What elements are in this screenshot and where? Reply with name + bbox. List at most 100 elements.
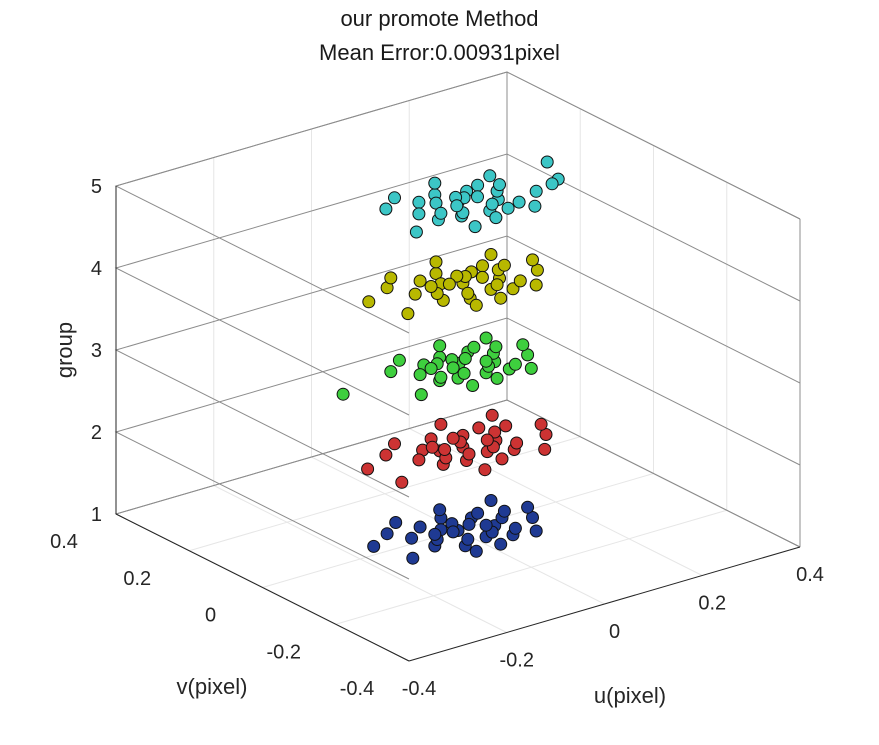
data-point (488, 425, 502, 439)
z-tick-label: 5 (91, 176, 102, 198)
chart-title-line1: our promote Method (340, 6, 539, 31)
v-tick-label: -0.4 (340, 678, 374, 700)
data-point (379, 202, 393, 216)
data-point (362, 295, 376, 309)
data-point (490, 371, 504, 385)
data-point (483, 169, 497, 183)
data-point (469, 544, 483, 558)
data-point (412, 207, 426, 221)
data-point (497, 258, 511, 272)
data-point (485, 197, 499, 211)
series-group-1 (367, 494, 543, 565)
data-point (475, 270, 489, 284)
v-tick-label: 0.4 (50, 531, 78, 553)
data-point (512, 195, 526, 209)
v-axis-line (115, 513, 410, 662)
box-edge (115, 71, 508, 187)
data-point (521, 500, 535, 514)
data-point (510, 436, 524, 450)
data-points (336, 155, 565, 565)
data-point (434, 417, 448, 431)
data-point (388, 437, 401, 451)
box-edge (506, 71, 801, 220)
series-group-5 (379, 155, 565, 239)
data-point (446, 525, 460, 539)
data-point (489, 340, 503, 354)
data-point (462, 517, 476, 531)
data-point (438, 443, 452, 456)
box-edge (506, 399, 801, 548)
data-point (494, 291, 508, 305)
data-point (414, 388, 428, 402)
data-point (433, 339, 447, 353)
data-point (413, 368, 427, 382)
series-group-3 (336, 331, 538, 402)
data-point (471, 506, 485, 520)
data-point (425, 440, 439, 454)
data-point (406, 551, 420, 565)
data-point (434, 370, 448, 384)
data-point (508, 357, 522, 371)
tick-labels: -0.4 -0.2 0 0.2 0.4 -0.4 -0.2 0 0.2 0.4 1 2 3 4 5 u(pix… (50, 176, 824, 708)
data-point (428, 527, 442, 541)
data-point (484, 494, 498, 507)
data-point (446, 361, 460, 375)
data-point (476, 259, 489, 273)
u-tick-label: 0 (609, 621, 620, 643)
data-point (528, 199, 542, 213)
data-point (506, 282, 520, 296)
data-point (538, 442, 552, 456)
data-point (367, 539, 381, 553)
z-level-line (114, 153, 801, 416)
z-level-line (114, 317, 801, 580)
data-point (389, 516, 403, 529)
data-point (413, 274, 427, 288)
data-point (485, 408, 499, 422)
data-point (497, 504, 511, 518)
data-point (534, 417, 548, 431)
data-point (494, 537, 508, 551)
data-point (409, 225, 423, 239)
data-point (442, 277, 456, 291)
data-point (424, 362, 438, 375)
data-point (466, 379, 480, 392)
series-group-2 (361, 408, 553, 489)
data-point (450, 199, 464, 213)
data-point (529, 184, 543, 198)
z-tick-label: 1 (91, 504, 102, 526)
data-point (516, 338, 530, 352)
data-point (478, 463, 492, 477)
chart-title-line2: Mean Error:0.00931pixel (319, 40, 560, 65)
data-point (468, 220, 482, 234)
data-point (484, 248, 498, 261)
data-point (479, 354, 493, 368)
data-point (508, 521, 522, 535)
data-point (461, 286, 475, 300)
data-point (471, 178, 485, 192)
data-point (479, 518, 493, 532)
z-axis-label: group (52, 322, 77, 378)
z-tick-label: 2 (91, 422, 102, 444)
data-point (480, 433, 494, 447)
u-tick-label: -0.2 (500, 650, 534, 672)
data-point (489, 211, 503, 225)
data-point (446, 431, 460, 445)
data-point (412, 195, 426, 209)
data-point (412, 453, 426, 467)
v-axis-label: v(pixel) (177, 674, 248, 699)
data-point (457, 366, 471, 380)
data-point (413, 520, 427, 534)
u-tick-label: -0.4 (402, 678, 436, 700)
data-point (380, 527, 394, 541)
data-point (450, 269, 464, 283)
data-point (433, 503, 447, 517)
u-axis-label: u(pixel) (594, 683, 666, 708)
data-point (495, 452, 509, 466)
data-point (524, 361, 538, 375)
data-point (540, 155, 554, 169)
data-point (462, 447, 476, 461)
data-point (384, 365, 398, 379)
data-point (499, 419, 513, 433)
v-tick-label: 0 (205, 605, 216, 627)
data-point (529, 524, 543, 538)
